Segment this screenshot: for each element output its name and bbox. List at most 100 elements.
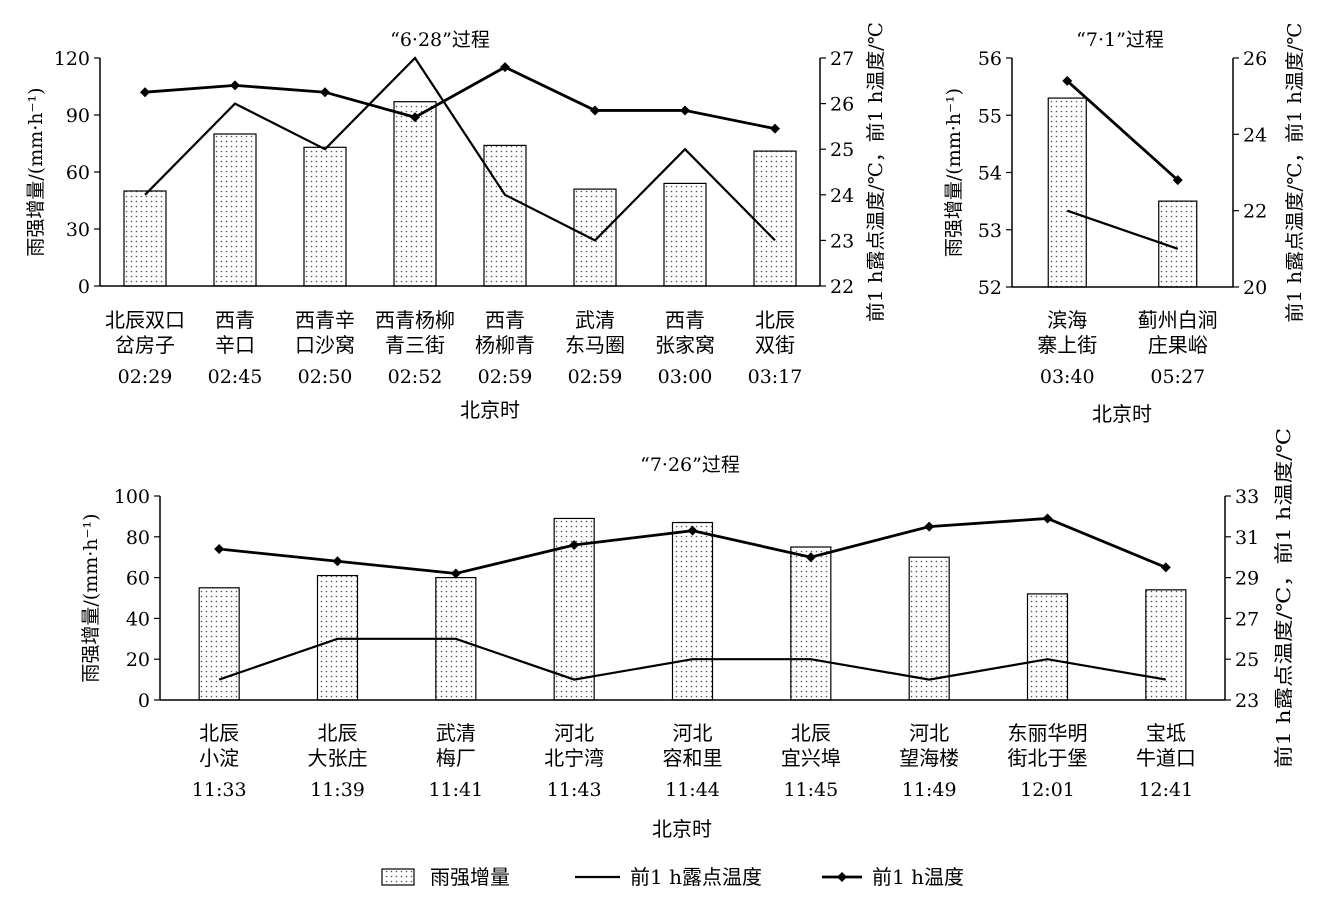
temperature-point [569,539,580,550]
bar [213,133,257,287]
y2-axis-title: 前1 h露点温度/℃，前1 h温度/℃ [1273,428,1295,768]
temperature-point [410,112,420,123]
temperature-point [214,544,225,555]
x-category-label: 武清 [575,308,615,332]
x-time-label: 02:50 [298,366,353,388]
x-category-label: 西青 [215,308,255,332]
x-time-label: 02:29 [118,366,173,388]
y2-tick-label: 24 [1243,124,1267,146]
temperature-point [1172,175,1183,186]
y-axis-title: 雨强增量/(mm·h⁻¹) [943,88,965,257]
temperature-point [140,87,150,98]
x-category-label: 望海楼 [899,746,959,770]
temperature-line [144,65,776,131]
x-category-label: 岔房子 [115,333,175,357]
x-time-label: 11:44 [665,779,720,801]
y-tick-label: 20 [126,649,150,671]
x-time-label: 02:59 [478,366,533,388]
y2-tick-label: 27 [830,48,854,70]
y2-axis-title: 前1 h露点温度/℃，前1 h温度/℃ [1284,23,1306,323]
y-tick-label: 30 [66,219,90,241]
x-category-label: 北辰 [755,308,795,332]
x-category-label: 街北于堡 [1008,746,1088,770]
temperature-line [1066,79,1179,182]
x-time-label: 03:00 [658,366,713,388]
y-tick-label: 120 [54,48,90,70]
x-category-label: 寨上街 [1037,333,1097,357]
y-tick-label: 54 [978,163,1002,185]
y-tick-label: 56 [978,48,1002,70]
x-time-label: 03:17 [748,366,803,388]
chart-title: “6·28”过程 [390,29,490,51]
x-category-label: 杨柳青 [475,333,535,357]
temperature-point [924,521,935,532]
x-category-label: 北辰双口 [105,308,185,332]
x-category-label: 青三街 [385,333,445,357]
y2-tick-label: 26 [830,94,854,116]
x-time-label: 11:39 [310,779,365,801]
x-category-label: 西青杨柳 [375,308,455,332]
x-category-label: 辛口 [215,333,255,357]
y-tick-label: 100 [114,486,150,508]
x-category-label: 北宁湾 [544,746,604,770]
x-axis-title: 北京时 [652,817,712,841]
legend-swatch-diamond [837,872,847,882]
x-time-label: 02:52 [388,366,443,388]
y2-tick-label: 25 [1235,649,1259,671]
x-category-label: 西青 [485,308,525,332]
temperature-point [770,123,780,134]
y-tick-label: 0 [138,690,150,712]
temperature-point [332,556,343,567]
bar [573,188,617,287]
temperature-point [805,552,816,563]
x-category-label: 小淀 [199,746,239,770]
y-tick-label: 55 [978,105,1002,127]
y2-tick-label: 33 [1235,486,1259,508]
dewpoint-line [218,637,1167,681]
legend-label: 前1 h露点温度 [630,865,762,889]
x-category-label: 蓟州白涧 [1138,308,1218,332]
y2-tick-label: 25 [830,139,854,161]
y2-tick-label: 20 [1243,277,1267,299]
x-category-label: 口沙窝 [295,333,355,357]
chart-title: “7·1”过程 [1076,29,1164,51]
bar [1145,589,1187,701]
temperature-point [320,87,330,98]
y2-tick-label: 31 [1235,527,1259,549]
x-category-label: 武清 [436,721,476,745]
x-category-label: 双街 [755,333,795,357]
x-category-label: 西青辛 [295,308,355,332]
x-category-label: 河北 [673,721,713,745]
bar [1047,97,1087,288]
x-time-label: 12:01 [1020,779,1075,801]
temperature-point [680,105,690,116]
y2-tick-label: 29 [1235,568,1259,590]
y2-tick-label: 23 [1235,690,1259,712]
x-category-label: 北辰 [318,721,358,745]
legend: 雨强增量 前1 h露点温度 前1 h温度 [381,865,964,889]
temperature-point [1062,75,1073,86]
bar [753,150,797,287]
y2-tick-label: 23 [830,230,854,252]
bar [790,546,832,701]
x-category-label: 河北 [554,721,594,745]
y-tick-label: 80 [126,527,150,549]
x-category-label: 庄果峪 [1148,333,1208,357]
x-category-label: 大张庄 [308,746,368,770]
x-time-label: 11:45 [783,779,838,801]
x-category-label: 牛道口 [1136,746,1196,770]
temperature-point [450,568,461,579]
x-time-label: 03:40 [1040,366,1095,388]
y-axis-title: 雨强增量/(mm·h⁻¹) [25,87,47,256]
y2-tick-label: 27 [1235,608,1259,630]
chart-title: “7·26”过程 [640,454,740,476]
temperature-point [1160,562,1171,573]
x-category-label: 东马圈 [565,333,625,357]
legend-label: 雨强增量 [430,865,510,889]
y-tick-label: 53 [978,220,1002,242]
bar [483,144,527,287]
y-tick-label: 60 [126,568,150,590]
x-time-label: 02:45 [208,366,263,388]
x-category-label: 容和里 [663,746,723,770]
